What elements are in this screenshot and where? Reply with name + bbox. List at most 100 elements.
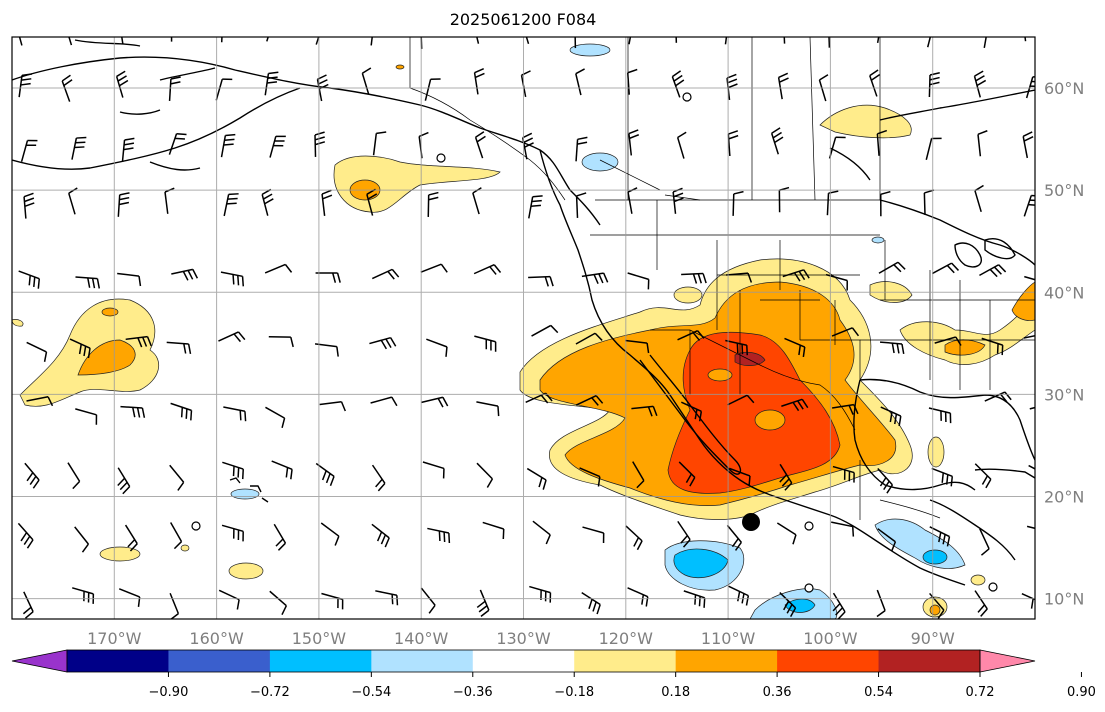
colorbar-segment <box>371 650 474 672</box>
wind-barb-icon <box>266 37 269 42</box>
wind-barb-icon <box>681 401 703 422</box>
latitude-label: 20°N <box>1044 487 1084 506</box>
wind-barb-icon <box>169 464 185 491</box>
longitude-label: 130°W <box>496 629 551 648</box>
wind-barb-icon <box>476 401 500 417</box>
wind-barb-icon <box>222 461 244 480</box>
wind-barb-icon <box>22 591 34 619</box>
colorbar-segment <box>675 650 778 672</box>
colorbar-segment <box>878 650 981 672</box>
wind-barb-icon <box>675 37 678 43</box>
wind-barb-icon <box>424 78 441 101</box>
wind-barb-icon <box>671 70 685 98</box>
colorbar-segment <box>67 650 169 672</box>
longitude-label: 140°W <box>394 629 449 648</box>
filled-circle-icon <box>742 513 760 531</box>
wind-barb-icon <box>926 37 932 48</box>
wind-barb-icon <box>117 272 142 287</box>
longitude-labels: 170°W 160°W 150°W 140°W 130°W 120°W 110°W 100°W… <box>87 629 955 648</box>
open-circle-icon <box>988 582 998 592</box>
wind-barb-icon <box>421 396 449 408</box>
wind-barb-icon <box>375 590 399 606</box>
wind-barb-icon <box>170 522 183 550</box>
wind-barb-icon <box>314 131 326 157</box>
colorbar-over-triangle <box>979 649 1036 673</box>
colorbar-tick-label: −0.90 <box>149 685 189 700</box>
wind-barb-icon <box>18 73 33 98</box>
wind-barb-icon <box>23 192 35 219</box>
wind-barb-icon <box>420 263 448 273</box>
wind-barb-icon <box>581 591 601 615</box>
wind-barb-icon <box>74 526 90 553</box>
wind-barb-icon <box>170 37 173 42</box>
wind-barb-icon <box>271 460 293 480</box>
wind-barb-icon <box>18 37 23 46</box>
graticule <box>12 37 1035 619</box>
colorbar-tick-label: 0.18 <box>661 685 690 700</box>
wind-barb-icon <box>832 592 846 619</box>
wind-barb-icon <box>220 37 223 43</box>
wind-barb-icon <box>977 130 988 157</box>
wind-barb-icon <box>877 467 894 494</box>
wind-barb-icon <box>168 133 187 155</box>
wind-barb-icon <box>370 396 398 407</box>
wind-barb-icon <box>973 70 987 98</box>
wind-barb-icon <box>979 264 1007 278</box>
station-markers <box>191 92 998 593</box>
wind-barb-icon <box>17 522 34 549</box>
colorbar-tick-label: −0.36 <box>453 685 493 700</box>
wind-barb-icon <box>371 268 400 280</box>
wind-barb-icon <box>625 525 643 551</box>
wind-barb-icon <box>728 585 750 606</box>
wind-barb-icon <box>370 37 373 46</box>
wind-barb-icon <box>476 462 494 488</box>
wind-barb-icon <box>934 336 962 346</box>
wind-barb-icon <box>677 330 705 341</box>
wind-barb-icon <box>26 396 54 407</box>
wind-barb-icon <box>727 394 755 406</box>
wind-barb-icon <box>781 398 809 412</box>
wind-barb-icon <box>582 526 605 544</box>
wind-barb-icon <box>476 37 480 44</box>
colorbar-tick-label: 0.72 <box>966 685 995 700</box>
wind-barb-icon <box>422 461 445 479</box>
wind-barb-icon <box>725 339 748 356</box>
wind-barb-icon <box>1029 406 1035 410</box>
wind-barb-icon <box>876 37 880 44</box>
wind-barb-icon <box>880 406 902 427</box>
wind-barb-icon <box>878 261 906 274</box>
open-circle-icon <box>682 92 692 102</box>
colorbar-segment <box>574 650 677 672</box>
latitude-label: 60°N <box>1044 79 1084 98</box>
colorbar-segment <box>269 650 372 672</box>
wind-barb-icon <box>528 195 543 219</box>
open-circle-icon <box>436 153 446 163</box>
wind-barb-icon <box>770 127 784 155</box>
colorbar-tick-label: 0.54 <box>864 685 893 700</box>
wind-barb-icon <box>218 331 246 343</box>
latitude-label: 40°N <box>1044 283 1084 302</box>
wind-barb-icon <box>729 467 751 486</box>
wind-barb-icon <box>974 590 988 617</box>
wind-barb-icon <box>273 523 287 551</box>
wind-barb-icon <box>473 264 502 275</box>
wind-barb-icon <box>361 67 372 95</box>
wind-barb-icon <box>627 68 638 95</box>
wind-barb-icon <box>69 338 91 359</box>
colorbar-tick-label: 0.36 <box>763 685 792 700</box>
wind-barb-icon <box>929 592 945 619</box>
wind-barb-icon <box>474 335 497 352</box>
map-frame <box>11 36 1036 620</box>
longitude-label: 160°W <box>189 629 244 648</box>
wind-barb-icon <box>879 190 891 217</box>
wind-barb-icon <box>979 528 990 556</box>
longitude-label: 100°W <box>803 629 858 648</box>
wind-barb-icon <box>628 129 640 156</box>
wind-barb-icon <box>166 341 192 355</box>
wind-barb-icon <box>825 273 848 291</box>
wind-barb-icon <box>1026 525 1035 530</box>
wind-barb-icon <box>473 67 485 95</box>
wind-barb-icon <box>677 520 691 548</box>
wind-barb-icon <box>420 587 436 614</box>
